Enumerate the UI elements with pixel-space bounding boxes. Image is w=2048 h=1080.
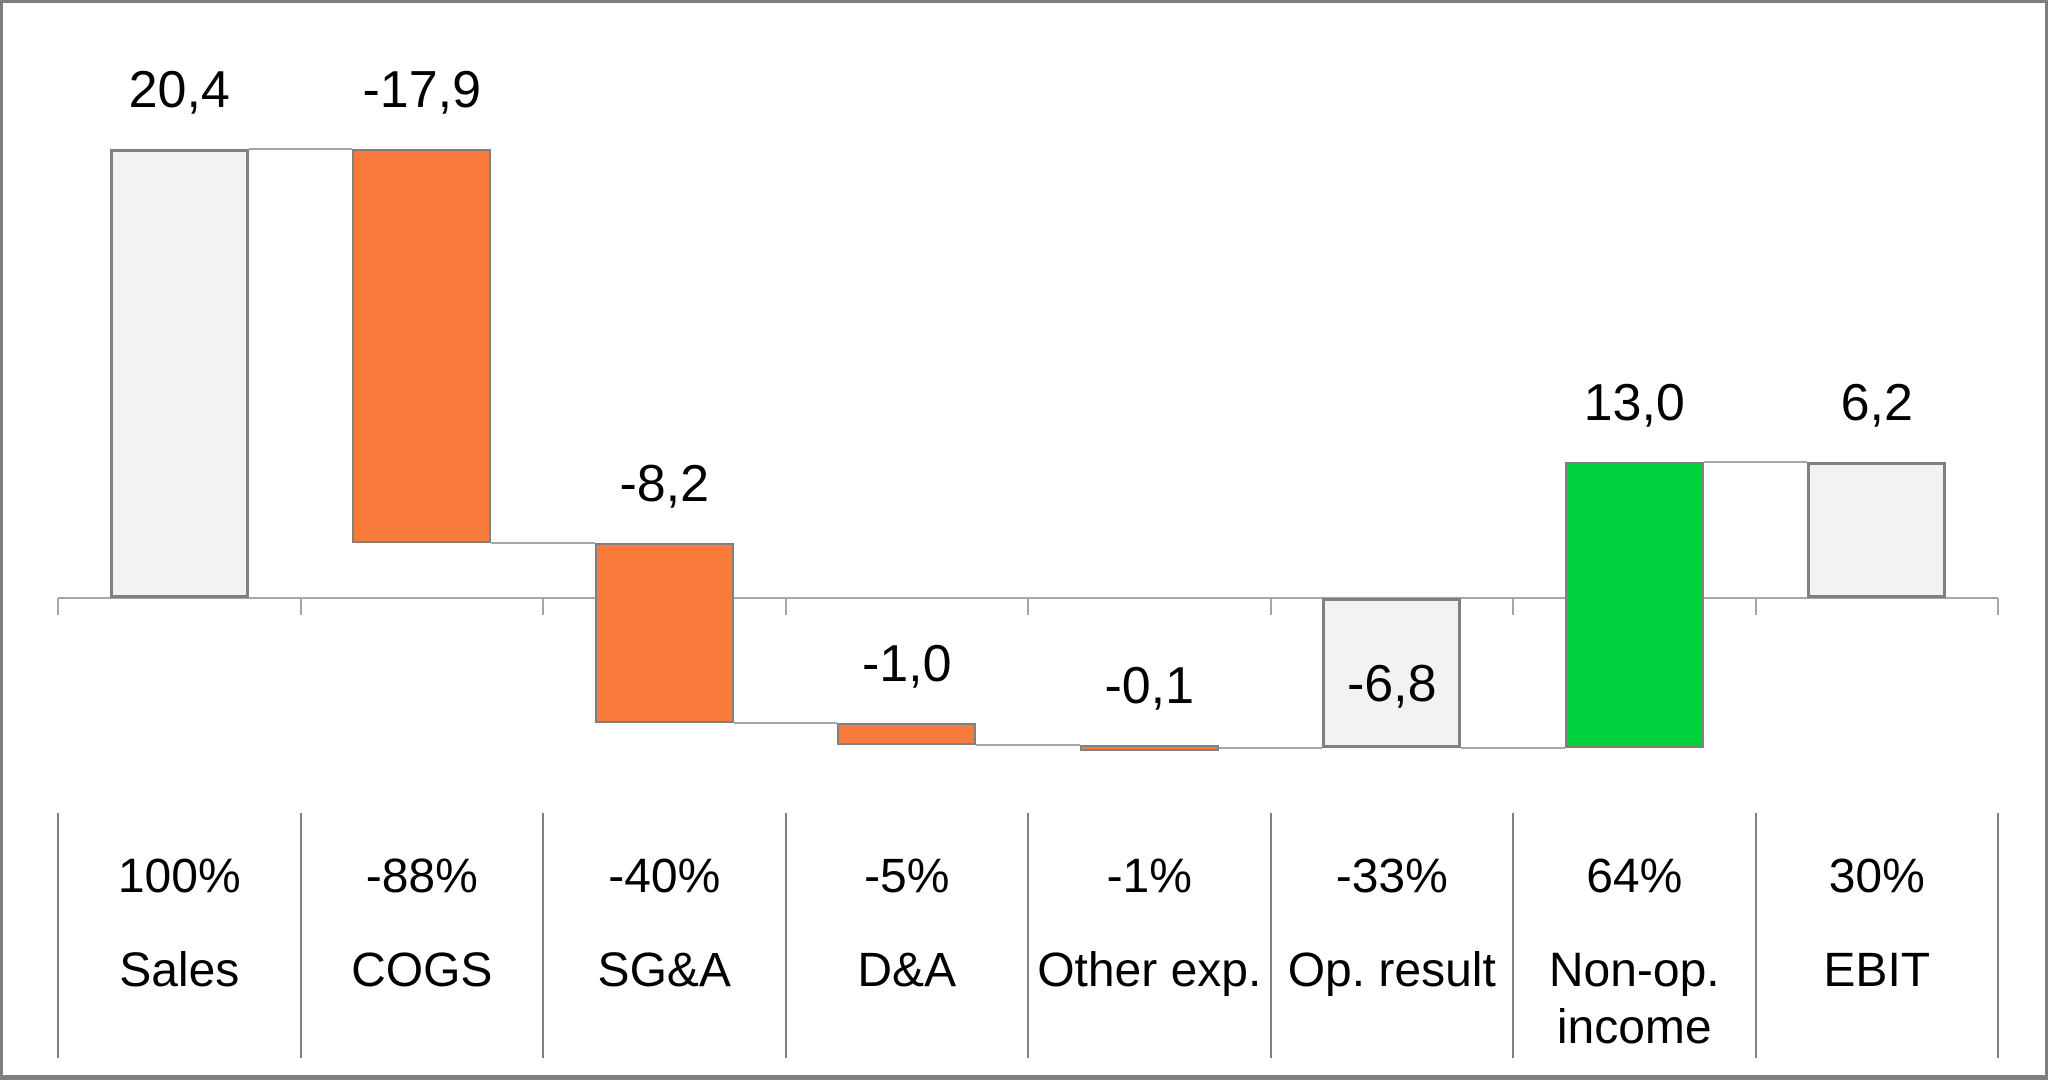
category-label-ebit: EBIT <box>1823 944 1931 997</box>
category-separator <box>1755 813 1757 1058</box>
axis-tick <box>1270 598 1272 615</box>
bar-d-a <box>837 723 977 746</box>
percent-label-op-result: -33% <box>1335 850 1448 903</box>
bar-ebit <box>1807 461 1947 598</box>
category-label-other-exp: Other exp. <box>1037 944 1262 997</box>
value-label-d-a: -1,0 <box>861 635 952 694</box>
bar-sg-a <box>594 542 734 724</box>
category-separator <box>1270 813 1272 1058</box>
category-label-sales: Sales <box>119 944 240 997</box>
category-label-cogs: COGS <box>351 944 493 997</box>
connector-to-sg-a <box>491 541 595 544</box>
percent-label-sg-a: -40% <box>608 850 721 903</box>
axis-tick <box>1512 598 1514 615</box>
connector-to-non-op-income <box>1461 746 1565 749</box>
bar-sales <box>109 148 249 598</box>
value-label-sg-a: -8,2 <box>619 454 710 513</box>
axis-tick <box>1027 598 1029 615</box>
percent-label-cogs: -88% <box>365 850 478 903</box>
category-separator <box>542 813 544 1058</box>
bar-op-result <box>1322 598 1462 748</box>
category-separator <box>1512 813 1514 1058</box>
bar-cogs <box>352 148 492 543</box>
axis-tick <box>542 598 544 615</box>
value-label-other-exp: -0,1 <box>1104 657 1195 716</box>
category-separator <box>1027 813 1029 1058</box>
category-separator <box>57 813 59 1058</box>
value-label-ebit: 6,2 <box>1840 373 1913 432</box>
value-label-op-result: -6,8 <box>1346 654 1437 713</box>
percent-label-non-op-income: 64% <box>1586 850 1683 903</box>
value-label-cogs: -17,9 <box>362 60 482 119</box>
category-label-d-a: D&A <box>857 944 957 997</box>
percent-label-other-exp: -1% <box>1106 850 1192 903</box>
category-label-non-op-income: Non-op. income <box>1548 944 1720 1054</box>
connector-to-ebit <box>1703 460 1808 463</box>
category-label-sg-a: SG&A <box>597 944 731 997</box>
value-label-non-op-income: 13,0 <box>1583 373 1685 432</box>
bar-non-op-income <box>1564 461 1704 748</box>
category-separator <box>1997 813 1999 1058</box>
connector-to-cogs <box>248 147 353 150</box>
category-label-op-result: Op. result <box>1287 944 1496 997</box>
connector-to-op-result <box>1218 746 1323 749</box>
axis-tick <box>1997 598 1999 615</box>
value-label-sales: 20,4 <box>128 60 230 119</box>
connector-to-other-exp <box>976 744 1080 747</box>
percent-label-ebit: 30% <box>1828 850 1925 903</box>
percent-label-d-a: -5% <box>864 850 950 903</box>
axis-tick <box>57 598 59 615</box>
axis-tick <box>785 598 787 615</box>
category-separator <box>785 813 787 1058</box>
percent-label-sales: 100% <box>117 850 241 903</box>
category-separator <box>300 813 302 1058</box>
bar-other-exp <box>1079 745 1219 752</box>
axis-tick <box>300 598 302 615</box>
connector-to-d-a <box>733 722 838 725</box>
axis-tick <box>1755 598 1757 615</box>
